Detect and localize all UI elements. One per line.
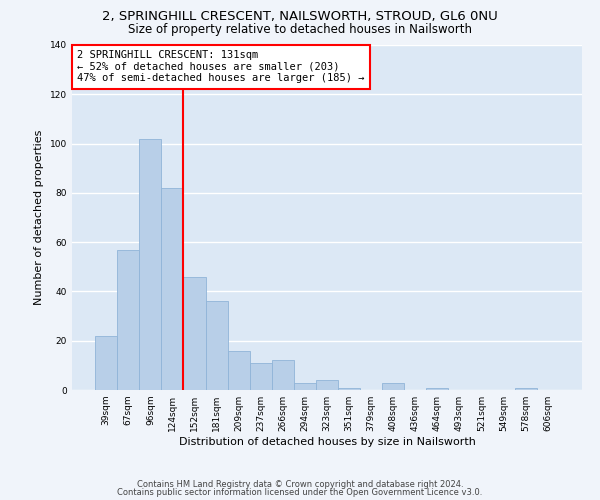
Bar	[161, 188, 184, 390]
Text: Contains public sector information licensed under the Open Government Licence v3: Contains public sector information licen…	[118, 488, 482, 497]
Bar	[117, 250, 139, 390]
Text: 2, SPRINGHILL CRESCENT, NAILSWORTH, STROUD, GL6 0NU: 2, SPRINGHILL CRESCENT, NAILSWORTH, STRO…	[102, 10, 498, 23]
Text: Size of property relative to detached houses in Nailsworth: Size of property relative to detached ho…	[128, 22, 472, 36]
Bar	[139, 138, 161, 390]
Text: 2 SPRINGHILL CRESCENT: 131sqm
← 52% of detached houses are smaller (203)
47% of : 2 SPRINGHILL CRESCENT: 131sqm ← 52% of d…	[77, 50, 365, 84]
Bar	[294, 382, 316, 390]
Bar	[250, 363, 272, 390]
Bar	[316, 380, 338, 390]
Bar	[184, 276, 206, 390]
Bar	[338, 388, 360, 390]
Text: Contains HM Land Registry data © Crown copyright and database right 2024.: Contains HM Land Registry data © Crown c…	[137, 480, 463, 489]
Bar	[515, 388, 537, 390]
Bar	[272, 360, 294, 390]
Bar	[382, 382, 404, 390]
Y-axis label: Number of detached properties: Number of detached properties	[34, 130, 44, 305]
Bar	[206, 302, 227, 390]
X-axis label: Distribution of detached houses by size in Nailsworth: Distribution of detached houses by size …	[179, 437, 475, 447]
Bar	[227, 350, 250, 390]
Bar	[95, 336, 117, 390]
Bar	[427, 388, 448, 390]
